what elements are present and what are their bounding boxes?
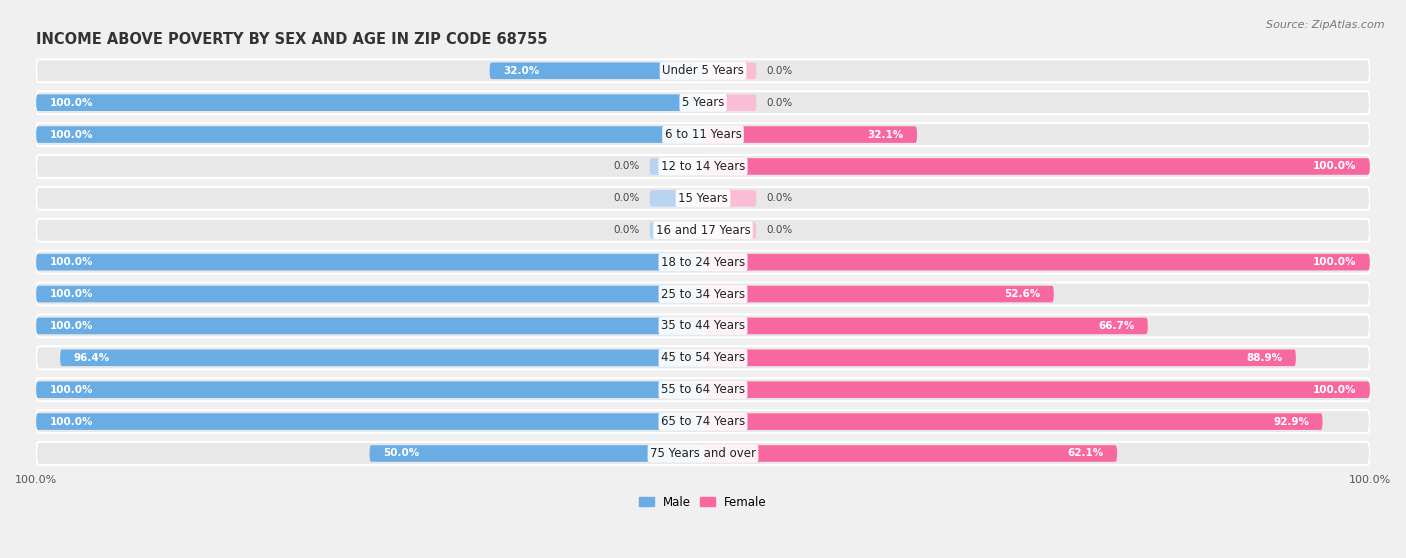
Text: 92.9%: 92.9% <box>1274 417 1309 427</box>
FancyBboxPatch shape <box>37 410 1369 433</box>
Text: 75 Years and over: 75 Years and over <box>650 447 756 460</box>
Text: 100.0%: 100.0% <box>1313 161 1357 171</box>
FancyBboxPatch shape <box>37 286 703 302</box>
FancyBboxPatch shape <box>703 190 756 206</box>
Text: 45 to 54 Years: 45 to 54 Years <box>661 352 745 364</box>
Text: 16 and 17 Years: 16 and 17 Years <box>655 224 751 237</box>
FancyBboxPatch shape <box>703 413 1323 430</box>
Text: 52.6%: 52.6% <box>1004 289 1040 299</box>
FancyBboxPatch shape <box>37 254 703 271</box>
Text: 0.0%: 0.0% <box>613 194 640 203</box>
FancyBboxPatch shape <box>37 155 1369 178</box>
FancyBboxPatch shape <box>37 123 1369 146</box>
Text: 6 to 11 Years: 6 to 11 Years <box>665 128 741 141</box>
Text: 0.0%: 0.0% <box>613 225 640 235</box>
Text: 15 Years: 15 Years <box>678 192 728 205</box>
Text: 100.0%: 100.0% <box>49 98 93 108</box>
Text: Under 5 Years: Under 5 Years <box>662 64 744 78</box>
Text: 55 to 64 Years: 55 to 64 Years <box>661 383 745 396</box>
Text: 66.7%: 66.7% <box>1098 321 1135 331</box>
FancyBboxPatch shape <box>37 378 1369 401</box>
Text: 0.0%: 0.0% <box>766 66 793 76</box>
FancyBboxPatch shape <box>37 442 1369 465</box>
FancyBboxPatch shape <box>703 62 756 79</box>
Legend: Male, Female: Male, Female <box>634 491 772 513</box>
FancyBboxPatch shape <box>37 94 703 111</box>
FancyBboxPatch shape <box>37 347 1369 369</box>
FancyBboxPatch shape <box>37 413 703 430</box>
FancyBboxPatch shape <box>37 315 1369 338</box>
FancyBboxPatch shape <box>37 91 1369 114</box>
Text: 100.0%: 100.0% <box>1313 257 1357 267</box>
Text: 0.0%: 0.0% <box>766 98 793 108</box>
FancyBboxPatch shape <box>703 318 1147 334</box>
Text: Source: ZipAtlas.com: Source: ZipAtlas.com <box>1267 20 1385 30</box>
Text: 88.9%: 88.9% <box>1246 353 1282 363</box>
FancyBboxPatch shape <box>650 190 703 206</box>
FancyBboxPatch shape <box>37 59 1369 82</box>
Text: 50.0%: 50.0% <box>382 449 419 459</box>
Text: 100.0%: 100.0% <box>49 384 93 395</box>
Text: 35 to 44 Years: 35 to 44 Years <box>661 319 745 333</box>
FancyBboxPatch shape <box>703 222 756 239</box>
FancyBboxPatch shape <box>703 94 756 111</box>
Text: 100.0%: 100.0% <box>49 289 93 299</box>
Text: 5 Years: 5 Years <box>682 96 724 109</box>
FancyBboxPatch shape <box>703 382 1369 398</box>
FancyBboxPatch shape <box>650 158 703 175</box>
Text: 100.0%: 100.0% <box>49 321 93 331</box>
Text: 62.1%: 62.1% <box>1067 449 1104 459</box>
Text: 25 to 34 Years: 25 to 34 Years <box>661 287 745 301</box>
FancyBboxPatch shape <box>703 349 1296 366</box>
FancyBboxPatch shape <box>703 445 1118 462</box>
FancyBboxPatch shape <box>489 62 703 79</box>
Text: 65 to 74 Years: 65 to 74 Years <box>661 415 745 428</box>
FancyBboxPatch shape <box>703 254 1369 271</box>
FancyBboxPatch shape <box>650 222 703 239</box>
FancyBboxPatch shape <box>703 158 1369 175</box>
FancyBboxPatch shape <box>37 382 703 398</box>
FancyBboxPatch shape <box>37 251 1369 273</box>
FancyBboxPatch shape <box>370 445 703 462</box>
Text: INCOME ABOVE POVERTY BY SEX AND AGE IN ZIP CODE 68755: INCOME ABOVE POVERTY BY SEX AND AGE IN Z… <box>37 32 547 47</box>
Text: 12 to 14 Years: 12 to 14 Years <box>661 160 745 173</box>
Text: 18 to 24 Years: 18 to 24 Years <box>661 256 745 268</box>
FancyBboxPatch shape <box>703 286 1053 302</box>
Text: 100.0%: 100.0% <box>1313 384 1357 395</box>
FancyBboxPatch shape <box>37 126 703 143</box>
Text: 0.0%: 0.0% <box>766 225 793 235</box>
Text: 32.0%: 32.0% <box>503 66 538 76</box>
FancyBboxPatch shape <box>37 187 1369 210</box>
Text: 100.0%: 100.0% <box>49 257 93 267</box>
FancyBboxPatch shape <box>37 282 1369 306</box>
Text: 0.0%: 0.0% <box>766 194 793 203</box>
FancyBboxPatch shape <box>37 318 703 334</box>
Text: 100.0%: 100.0% <box>49 417 93 427</box>
Text: 96.4%: 96.4% <box>73 353 110 363</box>
Text: 32.1%: 32.1% <box>868 129 904 140</box>
FancyBboxPatch shape <box>60 349 703 366</box>
Text: 0.0%: 0.0% <box>613 161 640 171</box>
FancyBboxPatch shape <box>703 126 917 143</box>
FancyBboxPatch shape <box>37 219 1369 242</box>
Text: 100.0%: 100.0% <box>49 129 93 140</box>
